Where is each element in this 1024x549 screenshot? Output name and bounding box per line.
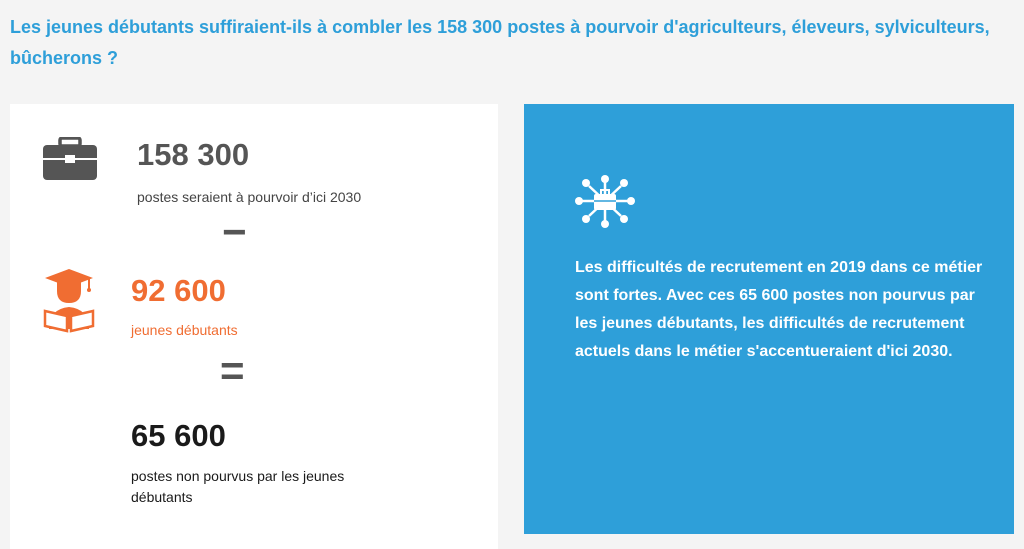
unfilled-label: postes non pourvus par les jeunes débuta…: [131, 468, 345, 505]
network-briefcase-icon: [575, 175, 635, 228]
openings-label: postes seraient à pourvoir d’ici 2030: [137, 189, 362, 205]
beginners-value: 92 600: [131, 273, 226, 308]
page-question: Les jeunes débutants suffiraient-ils à c…: [10, 17, 990, 68]
info-card: Les difficultés de recrutement en 2019 d…: [524, 104, 1014, 534]
equals-sign: =: [220, 347, 245, 394]
stats-card: 158 300 postes seraient à pourvoir d’ici…: [10, 104, 498, 549]
unfilled-value: 65 600: [131, 418, 226, 453]
beginners-label: jeunes débutants: [131, 322, 238, 338]
briefcase-icon: [43, 137, 97, 180]
minus-sign: −: [222, 208, 247, 255]
recruitment-difficulty-text: Les difficultés de recrutement en 2019 d…: [575, 259, 983, 360]
graduate-reading-icon: [43, 269, 95, 333]
openings-value: 158 300: [137, 137, 250, 172]
